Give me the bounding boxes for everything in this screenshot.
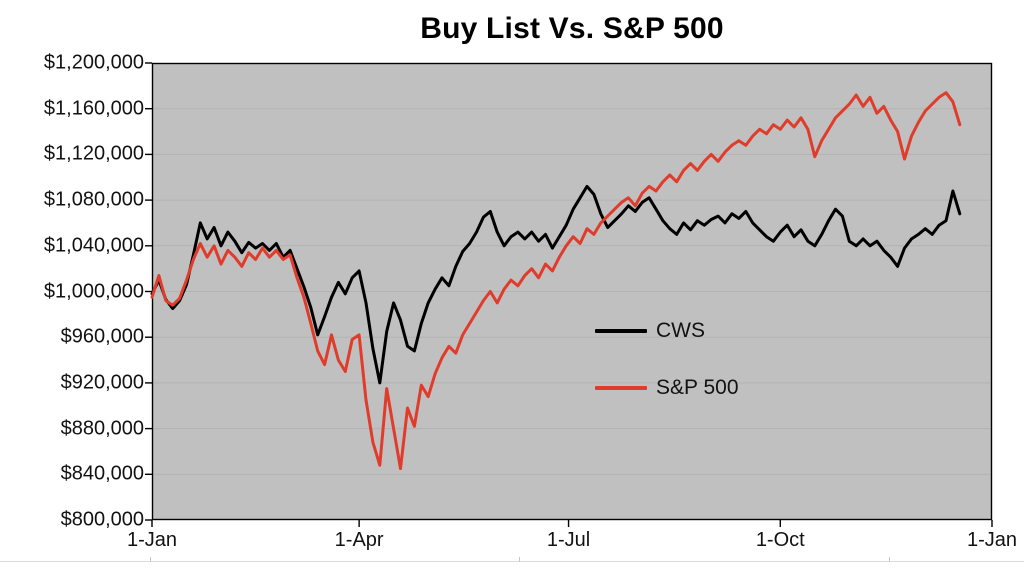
y-axis-label: $960,000 (60, 325, 144, 348)
y-axis-label: $1,040,000 (43, 234, 144, 257)
y-axis: $800,000 $840,000 $880,000 $920,000 $960,000… (0, 0, 144, 568)
y-axis-label: $880,000 (60, 417, 144, 440)
spreadsheet-tick (889, 557, 890, 562)
y-axis-label: $1,200,000 (43, 51, 144, 74)
spreadsheet-tick (150, 557, 151, 562)
series-line-cws (150, 184, 962, 385)
y-axis-label: $1,160,000 (43, 97, 144, 120)
sp500-line-swatch (595, 386, 647, 390)
legend-label-sp500: S&P 500 (656, 376, 739, 399)
spreadsheet-tick (519, 557, 520, 562)
y-axis-label: $920,000 (60, 371, 144, 394)
x-axis-label: 1-Oct (755, 529, 805, 551)
y-axis-label: $1,120,000 (43, 142, 144, 165)
x-axis-label: 1-Jan (126, 529, 178, 551)
x-axis-label: 1-Apr (334, 529, 384, 551)
legend-item-cws: CWS (595, 317, 739, 345)
legend-label-cws: CWS (656, 319, 705, 342)
x-axis-label: 1-Jan (966, 529, 1018, 551)
chart-svg (145, 62, 993, 527)
legend: CWS S&P 500 (595, 317, 739, 402)
cws-line-swatch (595, 329, 647, 333)
y-axis-label: $1,080,000 (43, 188, 144, 211)
y-axis-label: $840,000 (60, 462, 144, 485)
series-line-s-p-500 (150, 91, 962, 471)
y-axis-label: $1,000,000 (43, 280, 144, 302)
y-axis-label: $800,000 (60, 508, 144, 531)
x-axis-label: 1-Jul (546, 529, 591, 551)
plot-area (145, 62, 993, 527)
chart-title: Buy List Vs. S&P 500 (420, 12, 724, 45)
legend-item-sp500: S&P 500 (595, 374, 739, 402)
spreadsheet-gridline (0, 561, 1024, 562)
